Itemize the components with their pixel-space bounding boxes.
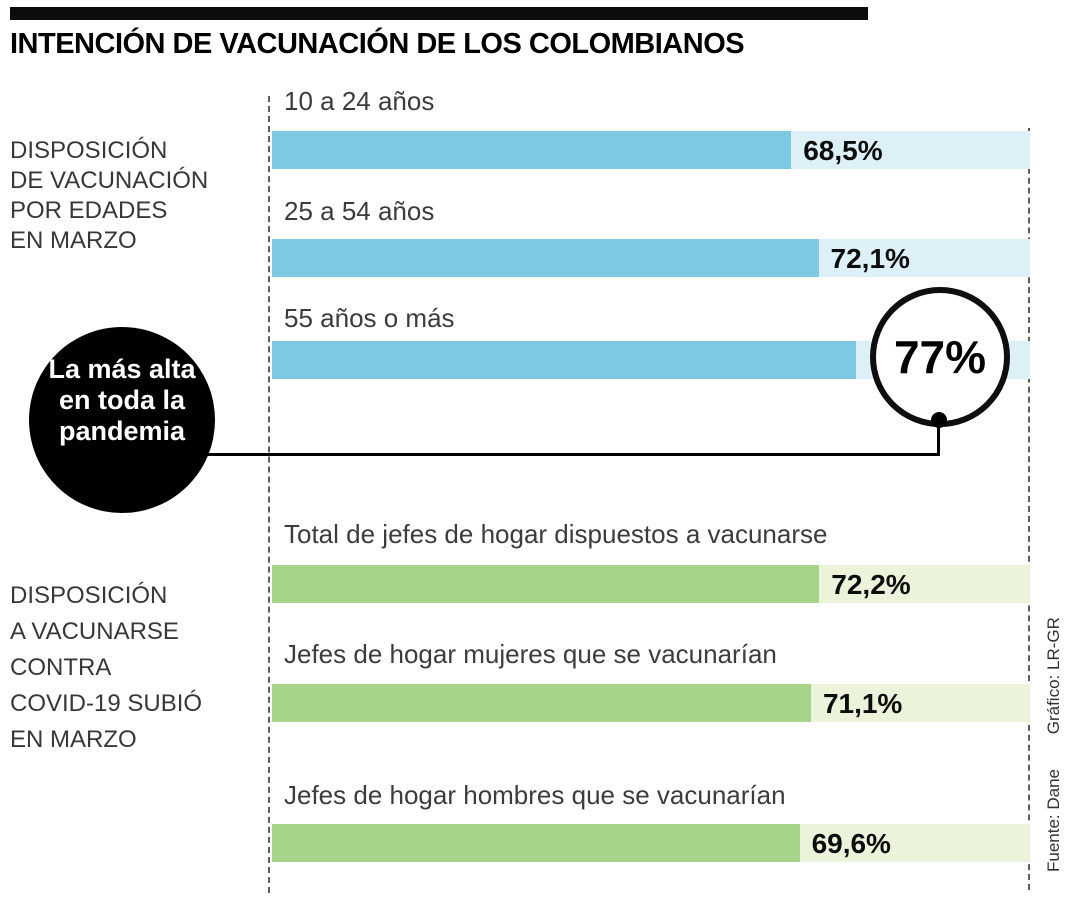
source-fuente: Fuente: Dane [1044, 768, 1063, 872]
bar-value: 72,1% [830, 243, 910, 274]
bar-value: 68,5% [803, 135, 883, 166]
bar-label: Jefes de hogar mujeres que se vacunarían [284, 639, 777, 669]
bar-fill [272, 341, 856, 379]
section-label-ages: DISPOSICIÓN DE VACUNACIÓN POR EDADES EN … [10, 136, 208, 256]
source-credit: Fuente: Dane Gráfico: LR-GR [1044, 572, 1066, 872]
axis-line-left [268, 96, 270, 893]
bar-label: Jefes de hogar hombres que se vacunarían [284, 780, 786, 810]
annotation-line: La más alta [48, 353, 196, 384]
bar-value: 69,6% [811, 828, 891, 859]
annotation-line: en toda la [58, 384, 186, 415]
section-label-line: COVID-19 SUBIÓ [10, 690, 203, 717]
axis-line-right [1028, 128, 1030, 890]
section-label-line: DE VACUNACIÓN [10, 167, 209, 194]
bar-fill [272, 131, 792, 169]
annotation-connector-horizontal [205, 453, 940, 456]
bar-label: Total de jefes de hogar dispuestos a vac… [284, 519, 828, 549]
top-rule [10, 7, 868, 20]
section-label-line: EN MARZO [10, 227, 137, 254]
bar-fill [272, 565, 820, 603]
section-label-household: DISPOSICIÓN A VACUNARSE CONTRA COVID-19 … [10, 578, 202, 758]
bar-label: 55 años o más [284, 303, 455, 333]
annotation-connector-dot [931, 412, 947, 428]
section-label-line: EN MARZO [10, 726, 137, 753]
bar-value: 71,1% [822, 688, 903, 719]
annotation-connector-vertical [937, 420, 940, 456]
bar-fill [272, 824, 800, 862]
bar-label: 10 a 24 años [284, 86, 435, 116]
annotation-badge: La más alta en toda la pandemia [29, 327, 215, 513]
bar-label: 25 a 54 años [284, 196, 435, 226]
section-label-line: POR EDADES [10, 197, 168, 224]
section-label-line: CONTRA [10, 654, 112, 681]
bar-value: 72,2% [831, 569, 911, 600]
page-title: INTENCIÓN DE VACUNACIÓN DE LOS COLOMBIAN… [10, 28, 745, 60]
section-label-line: DISPOSICIÓN [10, 137, 168, 164]
highlight-circle: 77% [870, 287, 1010, 427]
bar-fill [272, 239, 819, 277]
bar-fill [272, 684, 811, 722]
annotation-line: pandemia [58, 415, 186, 446]
section-label-line: DISPOSICIÓN [10, 582, 168, 609]
section-label-line: A VACUNARSE [10, 618, 179, 645]
source-grafico: Gráfico: LR-GR [1044, 617, 1063, 735]
